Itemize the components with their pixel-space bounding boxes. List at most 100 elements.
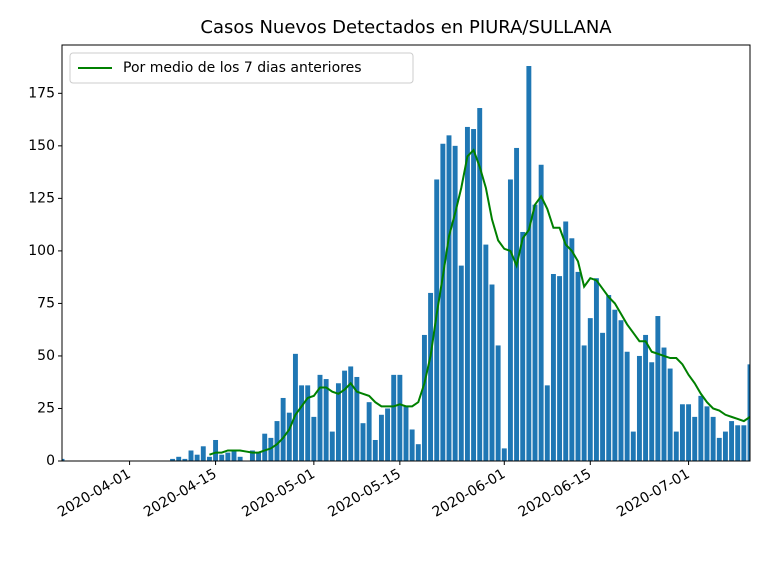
bar [280,397,286,461]
bar [194,454,200,461]
y-tick-label: 125 [28,190,55,206]
bar [735,425,741,461]
legend-label: Por medio de los 7 dias anteriores [123,60,362,76]
x-tick-label: 2020-07-01 [614,466,692,521]
bar [520,231,526,461]
legend-box [69,52,414,84]
bar [329,431,335,461]
line [209,148,750,456]
bar [237,456,243,461]
bar [483,244,489,461]
bar [188,450,194,461]
y-tick-label: 175 [28,85,55,101]
bar [563,221,569,461]
bar [501,448,507,461]
bar [716,437,722,461]
bar [661,347,667,461]
bar [667,368,673,461]
bar [446,135,452,461]
plot-area [62,66,750,461]
bar [581,345,587,461]
bar [741,425,747,461]
y-tick-label: 50 [37,348,55,364]
bar [231,450,237,461]
bar [630,431,636,461]
bar [544,385,550,461]
bar [600,332,606,461]
bar [489,284,495,461]
bar [557,276,563,461]
bar [176,456,182,461]
bar [286,412,292,461]
bar [213,439,219,461]
bar [317,374,323,461]
bar [624,351,630,461]
bar [323,379,329,461]
bar [686,404,692,461]
bar [710,416,716,461]
bar [200,446,206,461]
bar [366,402,372,461]
bar [305,385,311,461]
bar [679,404,685,461]
bar [507,179,513,461]
bar [397,374,403,461]
bar [655,316,661,461]
bar [593,278,599,461]
bar [514,147,520,461]
bar [311,416,317,461]
bar [458,265,464,461]
bar [477,108,483,461]
bar [225,452,231,461]
bar [299,385,305,461]
bar [421,334,427,461]
bar [409,429,415,461]
bar [747,364,750,461]
bar [403,406,409,461]
bar [391,374,397,461]
bar [704,406,710,461]
bar [170,458,176,461]
bar [206,456,212,461]
bar [495,345,501,461]
bar [569,238,575,461]
bar [464,126,470,461]
bar [649,362,655,461]
bar [292,353,298,461]
bar [219,454,225,461]
x-tick-label: 2020-04-01 [55,466,133,521]
bar [385,408,391,461]
bar [636,355,642,461]
y-tick-label: 75 [37,295,55,311]
bar [249,450,255,461]
bar [372,439,378,461]
y-tick-label: 150 [28,138,55,154]
bar [612,309,618,461]
bar [440,143,446,461]
bar [348,366,354,461]
bar [538,164,544,461]
bar [673,431,679,461]
bar [378,414,384,461]
bar [526,66,532,461]
bar [452,145,458,461]
bar [618,320,624,461]
bar [428,292,434,461]
bar [722,431,728,461]
bar [415,444,421,461]
bar [606,295,612,461]
chart-title: Casos Nuevos Detectados en PIURA/SULLANA [200,17,612,38]
y-tick-label: 25 [37,400,55,416]
bar [471,129,477,461]
bar [182,458,188,461]
bar [729,421,735,461]
y-tick-label: 0 [46,453,55,469]
bar [532,204,538,461]
x-tick-label: 2020-05-15 [325,466,403,521]
bar [575,271,581,461]
x-tick-label: 2020-06-15 [516,466,594,521]
bar [692,416,698,461]
bar [256,452,262,461]
bar [360,423,366,461]
